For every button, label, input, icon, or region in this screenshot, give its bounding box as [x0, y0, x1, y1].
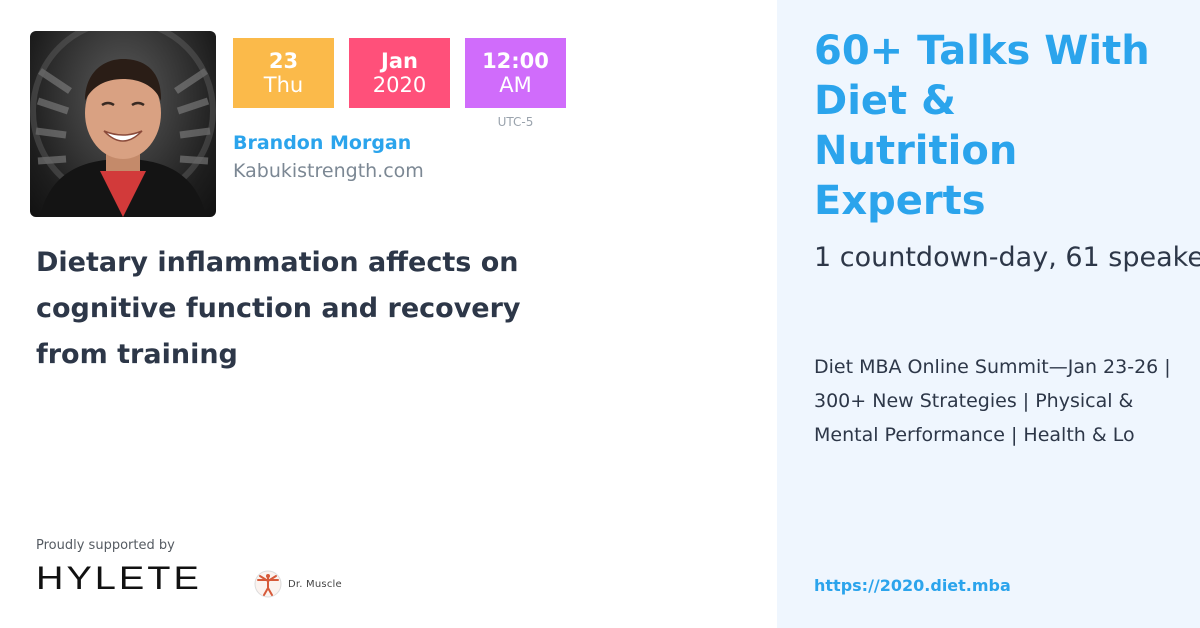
time: 12:00 [482, 49, 549, 73]
speaker-website: Kabukistrength.com [233, 160, 424, 182]
hylete-logo: HYLETE [36, 561, 202, 597]
speaker-photo [30, 31, 216, 217]
speaker-card: 23 Thu Jan 2020 12:00 AM UTC-5 Brandon M… [30, 31, 566, 599]
dr-muscle-logo: Dr. Muscle [254, 569, 342, 599]
meridiem: AM [499, 73, 532, 97]
summit-summary: Diet MBA Online Summit—Jan 23-26 | 300+ … [814, 356, 1171, 446]
vitruvian-man-icon [254, 570, 282, 598]
talk-title: Dietary inflammation affects on cognitiv… [36, 247, 521, 370]
time-badge: 12:00 AM [465, 38, 566, 108]
date-day-badge: 23 Thu [233, 38, 334, 108]
countdown-text: 1 countdown-day, 61 speakers [814, 242, 1200, 273]
month: Jan [381, 49, 418, 73]
weekday: Thu [263, 73, 304, 97]
date-month-badge: Jan 2020 [349, 38, 450, 108]
promo-headline: 60+ Talks With Diet & Nutrition Experts [814, 28, 1150, 224]
day-number: 23 [268, 49, 299, 73]
promo-panel: 60+ Talks With Diet & Nutrition Experts … [777, 0, 1200, 628]
timezone-label: UTC-5 [497, 115, 534, 129]
speaker-name: Brandon Morgan [233, 132, 412, 154]
dr-muscle-label: Dr. Muscle [288, 578, 342, 590]
year: 2020 [372, 73, 427, 97]
summit-link[interactable]: https://2020.diet.mba [814, 576, 1011, 595]
sponsors-label: Proudly supported by [36, 538, 175, 553]
person-avatar-icon [30, 31, 216, 217]
